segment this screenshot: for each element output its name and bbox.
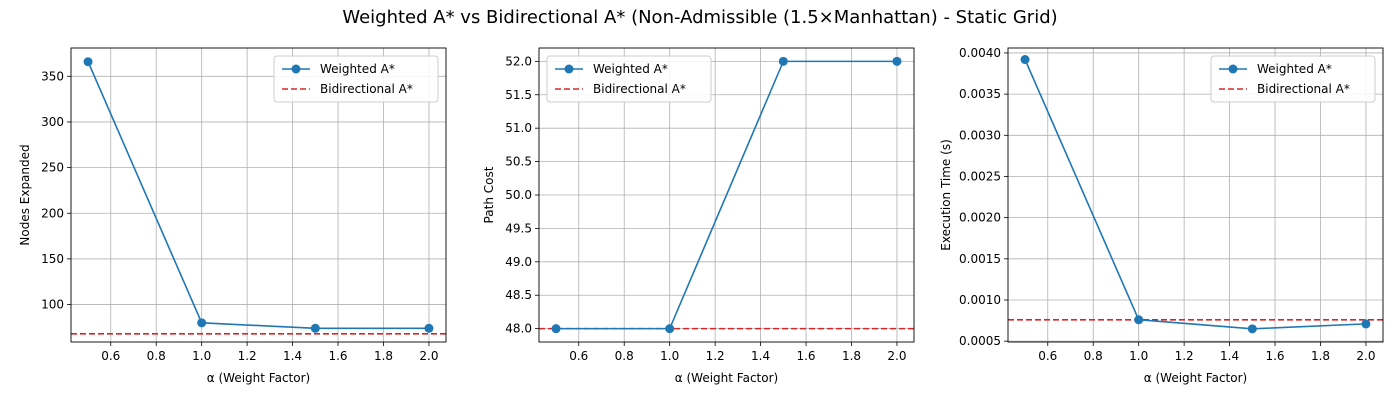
- weighted-line: [1024, 59, 1366, 330]
- legend-weighted-marker: [291, 64, 301, 74]
- x-tick-label: 2.0: [887, 349, 906, 363]
- x-tick-label: 0.6: [101, 349, 120, 363]
- legend-box: [546, 55, 712, 103]
- y-tick-label: 52.0: [505, 54, 532, 68]
- y-tick-label: 0.0010: [959, 293, 1001, 307]
- y-tick-label: 0.0040: [959, 46, 1001, 60]
- legend-box: [273, 55, 439, 103]
- x-tick-label: 1.4: [1220, 349, 1239, 363]
- weighted-point: [778, 56, 788, 66]
- weighted-point: [1247, 324, 1257, 334]
- weighted-point: [83, 57, 93, 67]
- plot-area: [71, 61, 446, 335]
- figure-title: Weighted A* vs Bidirectional A* (Non-Adm…: [342, 7, 1057, 28]
- y-tick-label: 51.5: [505, 88, 532, 102]
- legend-weighted-marker: [1228, 64, 1238, 74]
- legend-box: [1210, 55, 1376, 103]
- y-tick-label: 48.0: [505, 322, 532, 336]
- y-tick-label: 51.0: [505, 121, 532, 135]
- legend-bidirectional-label: Bidirectional A*: [593, 82, 686, 96]
- weighted-point: [1134, 315, 1144, 325]
- x-tick-label: 1.4: [283, 349, 302, 363]
- x-tick-label: 1.2: [238, 349, 257, 363]
- x-tick-label: 0.8: [615, 349, 634, 363]
- x-tick-label: 1.8: [842, 349, 861, 363]
- x-tick-label: 1.8: [1311, 349, 1330, 363]
- x-axis-label: α (Weight Factor): [675, 371, 778, 385]
- y-axis-label: Nodes Expanded: [18, 144, 32, 245]
- y-tick-label: 50.0: [505, 188, 532, 202]
- weighted-point: [1020, 55, 1030, 65]
- subplot-2: 0.6 0.8 1.0 1.2 1.4 1.6 1.8 2.0 48.0 48.5 49.0 49.5…: [482, 47, 915, 385]
- y-tick-label: 300: [41, 115, 64, 129]
- x-axis-label: α (Weight Factor): [1144, 371, 1247, 385]
- legend-weighted-label: Weighted A*: [320, 62, 395, 76]
- y-axis-label: Execution Time (s): [939, 139, 953, 251]
- y-tick-label: 50.5: [505, 155, 532, 169]
- y-tick-label: 0.0030: [959, 128, 1001, 142]
- x-tick-label: 1.6: [1265, 349, 1284, 363]
- legend: Weighted A* Bidirectional A*: [273, 55, 439, 103]
- y-tick-label: 49.0: [505, 255, 532, 269]
- y-tick-label: 350: [41, 69, 64, 83]
- subplot-3: 0.6 0.8 1.0 1.2 1.4 1.6 1.8 2.0 0.0005 0.0010 0.00…: [939, 46, 1384, 385]
- y-tick-label: 0.0020: [959, 211, 1001, 225]
- x-tick-label: 0.8: [147, 349, 166, 363]
- weighted-point: [1361, 319, 1371, 329]
- x-tick-label: 1.8: [374, 349, 393, 363]
- legend-bidirectional-label: Bidirectional A*: [1257, 82, 1350, 96]
- y-tick-label: 48.5: [505, 288, 532, 302]
- x-axis-label: α (Weight Factor): [207, 371, 310, 385]
- x-tick-label: 2.0: [1356, 349, 1375, 363]
- x-tick-label: 0.8: [1084, 349, 1103, 363]
- y-tick-label: 200: [41, 206, 64, 220]
- y-tick-label: 250: [41, 161, 64, 175]
- axes-frame: [70, 47, 447, 343]
- weighted-point: [310, 323, 320, 333]
- weighted-line: [556, 60, 897, 330]
- subplots: 0.6 0.8 1.0 1.2 1.4 1.6 1.8 2.0 100 150 200 250 300 3…: [18, 46, 1384, 385]
- y-tick-label: 150: [41, 252, 64, 266]
- x-tick-label: 0.6: [1038, 349, 1057, 363]
- x-tick-label: 1.0: [660, 349, 679, 363]
- weighted-point: [892, 56, 902, 66]
- weighted-point: [665, 324, 675, 334]
- x-tick-label: 1.0: [1129, 349, 1148, 363]
- y-tick-label: 100: [41, 298, 64, 312]
- x-tick-label: 1.2: [1175, 349, 1194, 363]
- weighted-point: [551, 324, 561, 334]
- weighted-point: [424, 323, 434, 333]
- axes-frame: [538, 47, 915, 343]
- x-tick-label: 1.2: [706, 349, 725, 363]
- legend-weighted-marker: [564, 64, 574, 74]
- x-tick-label: 1.6: [796, 349, 815, 363]
- legend-weighted-label: Weighted A*: [1257, 62, 1332, 76]
- plot-area: [1008, 59, 1383, 330]
- y-tick-label: 0.0015: [959, 252, 1001, 266]
- y-axis-label: Path Cost: [482, 166, 496, 223]
- weighted-line: [87, 61, 429, 330]
- legend: Weighted A* Bidirectional A*: [1210, 55, 1376, 103]
- subplot-1: 0.6 0.8 1.0 1.2 1.4 1.6 1.8 2.0 100 150 200 250 300 3…: [18, 47, 447, 385]
- weighted-point: [197, 318, 207, 328]
- legend-bidirectional-label: Bidirectional A*: [320, 82, 413, 96]
- legend: Weighted A* Bidirectional A*: [546, 55, 712, 103]
- y-tick-label: 0.0035: [959, 87, 1001, 101]
- y-tick-label: 0.0005: [959, 334, 1001, 348]
- x-tick-label: 1.4: [751, 349, 770, 363]
- x-tick-label: 0.6: [569, 349, 588, 363]
- plot-area: [539, 60, 914, 330]
- x-tick-label: 2.0: [419, 349, 438, 363]
- legend-weighted-label: Weighted A*: [593, 62, 668, 76]
- x-tick-label: 1.0: [192, 349, 211, 363]
- y-tick-label: 0.0025: [959, 169, 1001, 183]
- x-tick-label: 1.6: [328, 349, 347, 363]
- axes-frame: [1007, 47, 1384, 343]
- y-tick-label: 49.5: [505, 221, 532, 235]
